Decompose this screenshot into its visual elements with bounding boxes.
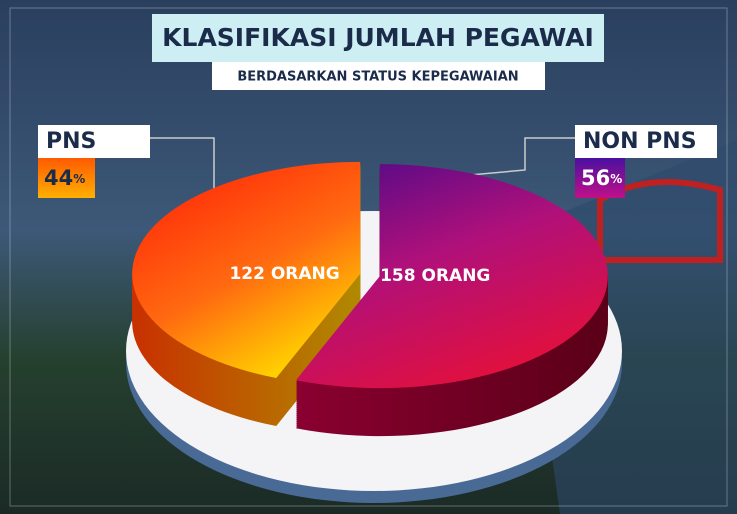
subtitle: BERDASARKAN STATUS KEPEGAWAIAN bbox=[237, 70, 518, 85]
title-box bbox=[152, 14, 604, 62]
legend-label: PNS bbox=[46, 129, 96, 154]
leader-line bbox=[150, 137, 215, 195]
legend-label: NON PNS bbox=[583, 129, 697, 154]
frame bbox=[9, 7, 728, 507]
percent-box bbox=[575, 158, 625, 198]
leader-line bbox=[469, 137, 575, 176]
count-label: 122 ORANG bbox=[229, 264, 339, 284]
legend-box bbox=[575, 125, 717, 158]
pie: 122 ORANG 158 ORANG bbox=[126, 161, 622, 503]
percent-label: 56% bbox=[581, 166, 622, 190]
percent-box bbox=[38, 158, 95, 198]
count-label: 158 ORANG bbox=[380, 266, 490, 286]
slice-top bbox=[132, 161, 361, 379]
subtitle-box bbox=[212, 62, 545, 90]
slice-top bbox=[295, 164, 608, 389]
title: KLASIFIKASI JUMLAH PEGAWAI bbox=[162, 23, 594, 52]
legend-box bbox=[38, 125, 150, 158]
percent-label: 44% bbox=[44, 166, 85, 190]
slice bbox=[295, 164, 608, 437]
slice bbox=[132, 161, 361, 427]
